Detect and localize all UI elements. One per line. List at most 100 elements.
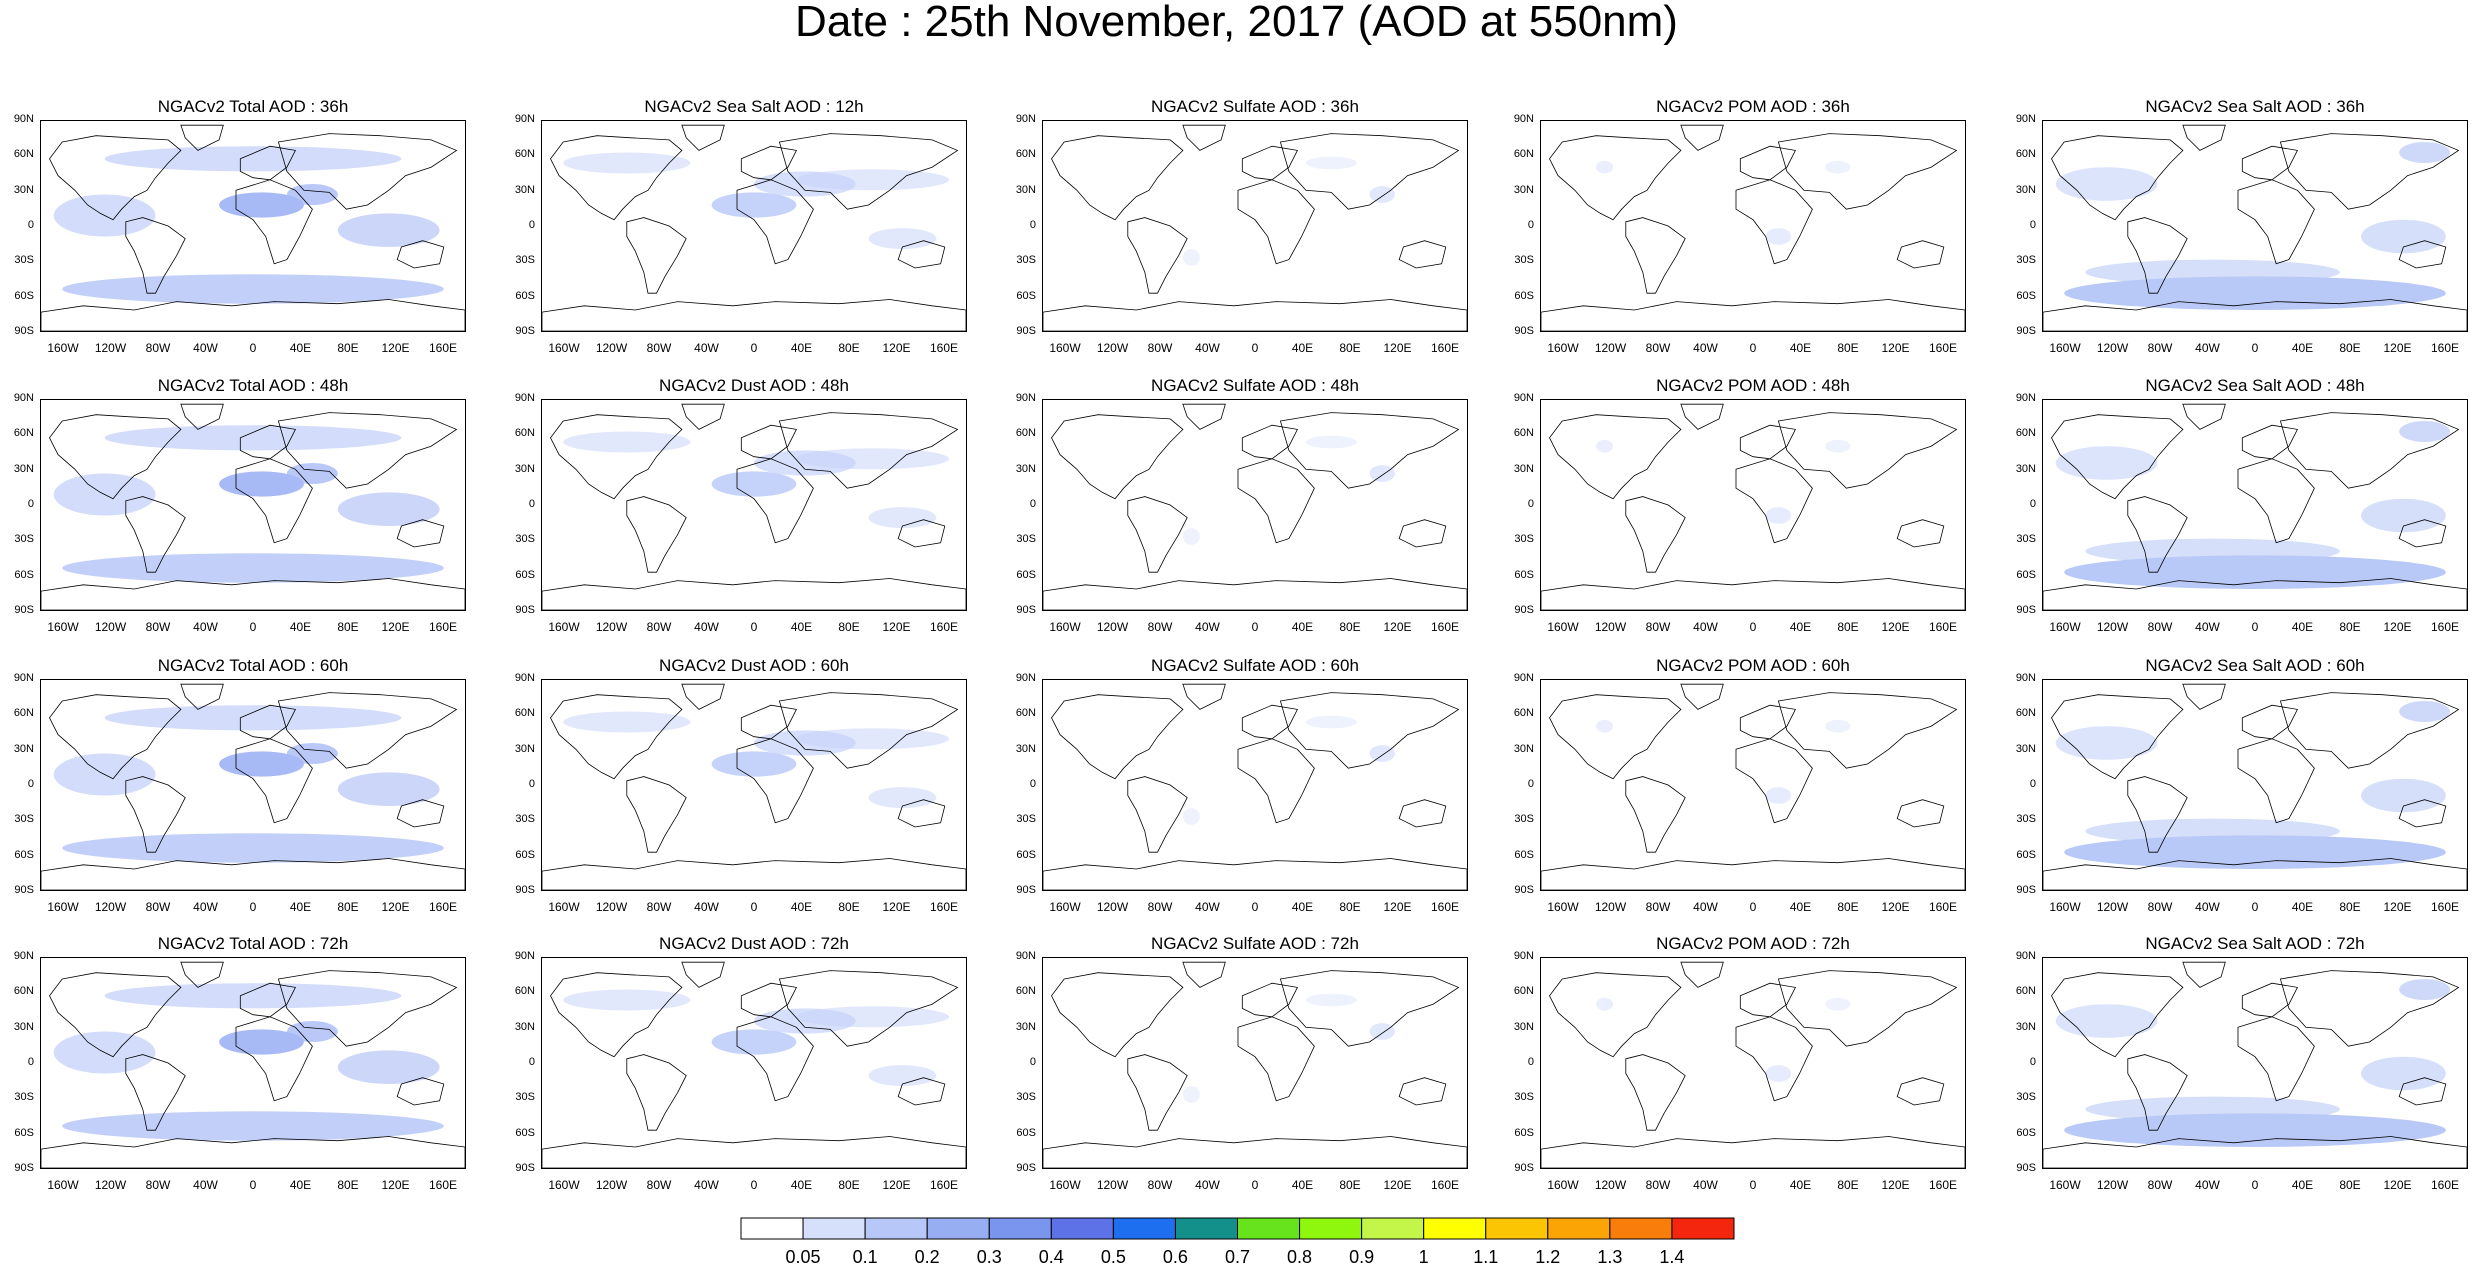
colorbar-box (864, 1217, 928, 1240)
aod-field (711, 471, 797, 497)
coastline (49, 694, 182, 780)
coastline (1777, 970, 1958, 1047)
lon-label: 80W (145, 341, 171, 355)
coastline (681, 961, 725, 988)
lat-label: 30N (514, 183, 535, 196)
lat-label: 90N (1015, 672, 1036, 684)
panel-title-r3c3: NGACv2 POM AOD : 72h (1656, 934, 1850, 953)
map-canvas (542, 403, 966, 610)
aod-field (2085, 1096, 2340, 1122)
coastline (2237, 179, 2315, 265)
coastline (550, 972, 683, 1058)
lon-label: 40E (1789, 1178, 1812, 1192)
lat-label: 90N (2015, 113, 2036, 125)
lon-label: 120E (1881, 341, 1910, 355)
coastline (1182, 683, 1226, 710)
lon-label: 0 (1251, 620, 1259, 634)
lat-label: 0 (27, 498, 34, 510)
lat-label: 30S (515, 254, 535, 267)
coastline (1241, 982, 1299, 1018)
coastline (1241, 704, 1299, 740)
lon-label: 40W (193, 620, 218, 634)
lat-label: 60N (1015, 148, 1036, 161)
lon-label: 120W (94, 341, 127, 355)
lon-label: 120W (1096, 341, 1129, 355)
lon-label: 0 (1251, 341, 1259, 355)
lon-label: 120W (2096, 620, 2129, 634)
aod-field (796, 728, 950, 750)
coastline (736, 179, 814, 265)
coastline (2182, 403, 2226, 430)
coastline (2182, 961, 2226, 988)
lon-label: 40E (2291, 1178, 2314, 1192)
lon-label: 120W (94, 900, 127, 914)
lat-label: 0 (1527, 498, 1534, 510)
map-r1c1 (541, 399, 967, 611)
coastline (277, 412, 458, 489)
lat-label: 90N (1513, 672, 1534, 684)
lat-label: 90S (515, 325, 535, 337)
lat-label: 0 (2029, 778, 2036, 790)
colorbar-box (1485, 1217, 1549, 1240)
lon-label: 160W (1547, 1178, 1579, 1192)
lat-label: 60S (1016, 848, 1036, 861)
coastline (778, 692, 959, 769)
aod-field (104, 983, 402, 1009)
lat-label: 0 (2029, 498, 2036, 510)
aod-field (219, 192, 304, 218)
lat-label: 90N (2015, 950, 2036, 962)
aod-field (1182, 528, 1200, 545)
coastline (1735, 458, 1813, 544)
colorbar-box (1299, 1217, 1363, 1240)
colorbar-box (1174, 1217, 1238, 1240)
lon-label: 160E (929, 620, 959, 634)
panel-title-r0c2: NGACv2 Sulfate AOD : 36h (1151, 97, 1359, 116)
coastline (2043, 578, 2467, 610)
lon-label: 80E (1339, 620, 1361, 634)
colorbar-label: 1.4 (1659, 1247, 1685, 1267)
aod-field (711, 751, 797, 777)
lon-label: 160W (1547, 341, 1579, 355)
lon-label: 40E (289, 1178, 312, 1192)
lon-label: 160E (2430, 1178, 2460, 1192)
lon-label: 40W (1195, 620, 1220, 634)
lon-label: 80W (1645, 900, 1671, 914)
coastline (736, 738, 814, 824)
coastline (277, 970, 458, 1047)
lon-label: 40E (1789, 620, 1812, 634)
aod-field (563, 431, 691, 453)
lon-label: 0 (2251, 1178, 2259, 1192)
lon-label: 80E (1339, 341, 1361, 355)
lon-label: 80W (1645, 341, 1671, 355)
coastline (49, 972, 182, 1058)
coastline (1896, 1077, 1945, 1106)
lon-label: 40E (289, 341, 312, 355)
lon-label: 80W (2147, 341, 2173, 355)
map-r1c4 (2042, 399, 2468, 611)
lon-label: 0 (1251, 1178, 1259, 1192)
lon-label: 80W (1147, 1178, 1173, 1192)
aod-field (1369, 186, 1395, 203)
coastline (550, 414, 683, 500)
lon-label: 160E (1430, 900, 1460, 914)
lat-label: 30N (13, 742, 34, 755)
lon-label: 40W (2195, 341, 2220, 355)
colorbar-label: 0.3 (976, 1247, 1002, 1267)
lat-label: 30S (1514, 254, 1534, 267)
lon-label: 0 (750, 341, 758, 355)
lon-label: 40E (289, 900, 312, 914)
lat-label: 90S (1016, 884, 1036, 896)
panel-title-r2c4: NGACv2 Sea Salt AOD : 60h (2145, 656, 2365, 675)
lon-label: 120W (2096, 900, 2129, 914)
lat-label: 60N (13, 427, 34, 440)
lon-label: 160E (1928, 620, 1958, 634)
coastline (1541, 299, 1965, 331)
coastline (2127, 1054, 2188, 1131)
map-r2c1 (541, 679, 967, 891)
coastline (2043, 1136, 2467, 1168)
aod-field (2361, 498, 2446, 533)
lon-label: 80W (1645, 620, 1671, 634)
coastline (1182, 403, 1226, 430)
aod-field (62, 274, 444, 304)
lat-label: 60N (514, 985, 535, 998)
